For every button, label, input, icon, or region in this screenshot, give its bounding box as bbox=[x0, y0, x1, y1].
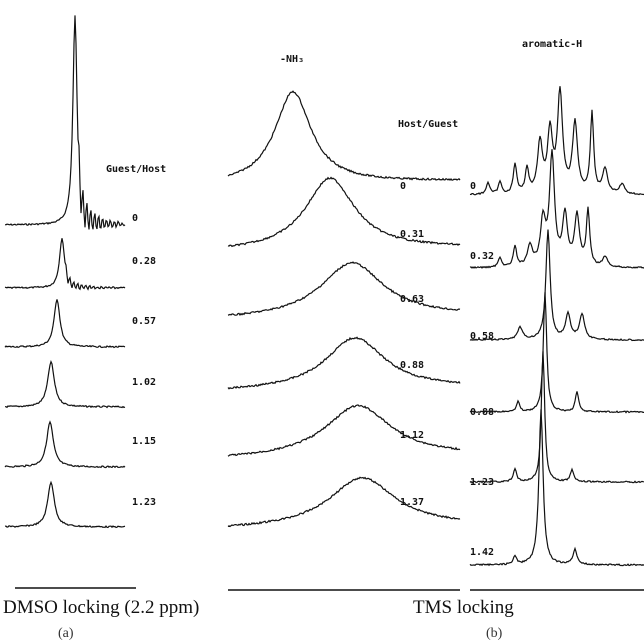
ratio-label: 0.63 bbox=[400, 294, 424, 305]
ratio-label: 1.02 bbox=[132, 377, 156, 388]
ratio-label: 0.28 bbox=[132, 256, 156, 267]
column-header: Host/Guest bbox=[398, 119, 458, 130]
spectrum-trace bbox=[469, 229, 644, 342]
ratio-label: 0 bbox=[132, 213, 138, 224]
panel-letter: (b) bbox=[486, 626, 503, 641]
ratio-label: 0 bbox=[400, 181, 406, 192]
peak-label: -NH₃ bbox=[280, 54, 304, 65]
spectrum-trace bbox=[469, 292, 644, 414]
ratio-label: 0.88 bbox=[470, 407, 494, 418]
spectrum-trace bbox=[469, 351, 644, 484]
panel-letter: (a) bbox=[58, 626, 74, 641]
ratio-label: 0.31 bbox=[400, 229, 424, 240]
ratio-label: 1.15 bbox=[132, 436, 156, 447]
ratio-label: 1.42 bbox=[470, 547, 494, 558]
spectrum-trace bbox=[227, 176, 461, 248]
spectrum-trace bbox=[4, 420, 126, 469]
spectrum-trace bbox=[4, 299, 126, 349]
ratio-label: 0 bbox=[470, 181, 476, 192]
spectrum-trace bbox=[469, 149, 644, 269]
ratio-label: 1.23 bbox=[132, 497, 156, 508]
spectrum-trace bbox=[227, 90, 461, 182]
spectrum-trace bbox=[227, 261, 461, 317]
ratio-label: 1.12 bbox=[400, 430, 424, 441]
spectrum-trace bbox=[469, 409, 644, 567]
spectrum-trace bbox=[469, 86, 644, 196]
spectrum-trace bbox=[5, 360, 126, 409]
spectrum-trace bbox=[4, 238, 126, 291]
ratio-label: 0.58 bbox=[470, 331, 494, 342]
peak-label: aromatic-H bbox=[522, 38, 582, 50]
spectrum-trace bbox=[227, 404, 461, 457]
caption: TMS locking bbox=[413, 597, 514, 618]
ratio-label: 1.37 bbox=[400, 497, 424, 508]
spectrum-trace bbox=[227, 336, 461, 390]
spectrum-trace bbox=[227, 476, 461, 528]
ratio-label: 0.88 bbox=[400, 360, 424, 371]
ratio-label: 0.57 bbox=[132, 316, 156, 327]
spectrum-trace bbox=[4, 15, 126, 230]
spectrum-trace bbox=[4, 480, 126, 529]
ratio-label: 1.23 bbox=[470, 477, 494, 488]
caption: DMSO locking (2.2 ppm) bbox=[3, 597, 199, 618]
column-header: Guest/Host bbox=[106, 164, 166, 175]
ratio-label: 0.32 bbox=[470, 251, 494, 262]
